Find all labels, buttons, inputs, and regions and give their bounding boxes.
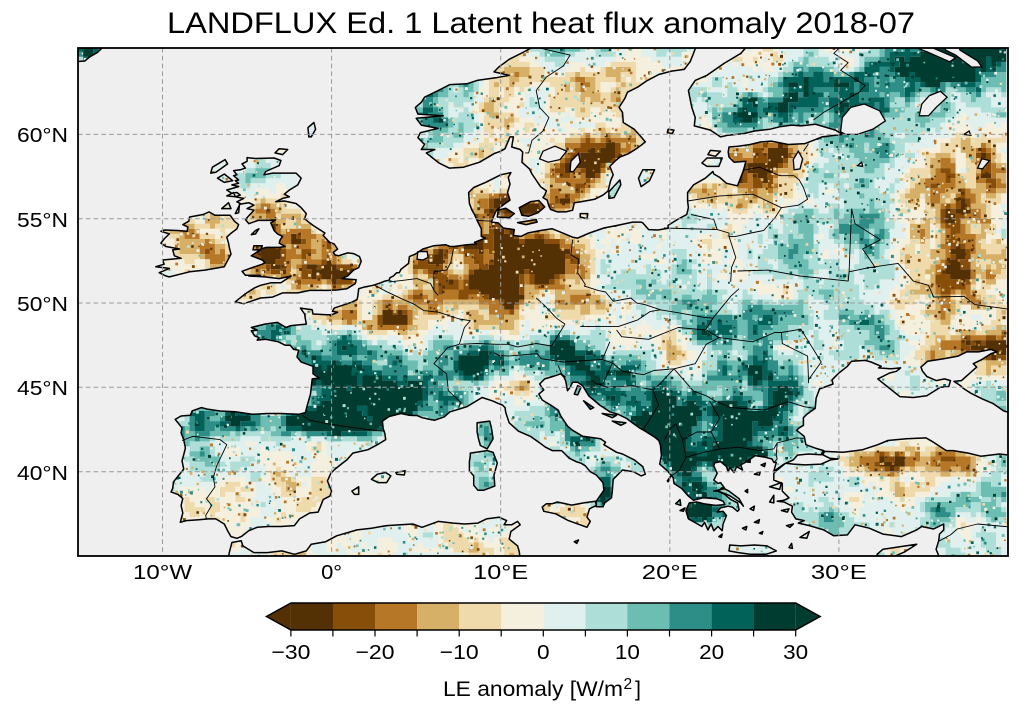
svg-text:10: 10 [615,641,640,664]
svg-text:−30: −30 [271,641,310,664]
svg-text:10°W: 10°W [133,561,193,584]
svg-text:60°N: 60°N [17,124,68,147]
svg-text:0: 0 [537,641,550,664]
svg-text:−20: −20 [356,641,395,664]
svg-text:30: 30 [783,641,808,664]
svg-text:30°E: 30°E [811,561,867,584]
svg-text:2: 2 [624,676,633,693]
svg-text:10°E: 10°E [473,561,528,584]
svg-text:50°N: 50°N [17,293,68,316]
svg-text:]: ] [635,677,641,701]
svg-text:20: 20 [699,641,724,664]
svg-text:40°N: 40°N [17,462,68,485]
svg-text:LE anomaly [W/m: LE anomaly [W/m [443,677,623,701]
svg-text:0°: 0° [321,561,342,584]
svg-text:LANDFLUX Ed. 1 Latent heat flu: LANDFLUX Ed. 1 Latent heat flux anomaly … [167,7,915,40]
svg-text:55°N: 55°N [17,209,68,232]
svg-text:20°E: 20°E [642,561,698,584]
svg-text:45°N: 45°N [17,377,68,400]
svg-text:−10: −10 [440,641,479,664]
